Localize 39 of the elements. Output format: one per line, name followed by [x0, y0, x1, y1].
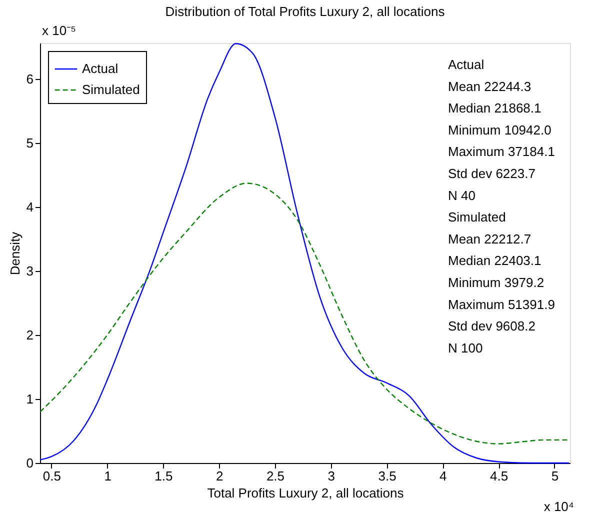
x-axis-title: Total Profits Luxury 2, all locations [207, 486, 404, 500]
annotation: Minimum 10942.0 [448, 122, 552, 138]
y-tick-label: 6 [26, 71, 34, 86]
x-tick-label: 0.5 [42, 468, 61, 484]
legend-label: Simulated [82, 82, 140, 97]
legend-label: Actual [82, 61, 118, 76]
x-tick-label: 2.5 [266, 468, 285, 484]
annotation: Std dev 9608.2 [448, 318, 536, 334]
y-tick-label: 3 [26, 263, 34, 278]
chart-title: Distribution of Total Profits Luxury 2, all locations [165, 4, 446, 19]
x-tick-label: 5 [551, 468, 559, 484]
x-tick-label: 2 [216, 468, 224, 484]
x-tick-label: 4.5 [490, 468, 508, 484]
y-tick-label: 2 [26, 327, 34, 342]
y-tick-label: 1 [26, 391, 34, 406]
annotation: Mean 22244.3 [448, 78, 532, 94]
annotation: Maximum 51391.9 [448, 296, 555, 312]
annotation: Simulated [448, 210, 506, 225]
x-tick-label: 3 [328, 468, 335, 484]
line-series [40, 182, 570, 444]
annotation: Median 22403.1 [448, 253, 542, 268]
x-tick-label: 4 [440, 468, 447, 484]
annotation: N 40 [448, 188, 476, 203]
annotation: Median 21868.1 [448, 100, 542, 116]
text: x 10⁻⁵ [42, 23, 76, 38]
y-tick-label: 5 [26, 135, 34, 150]
x-tick-label: 3.5 [378, 468, 396, 484]
text: x 10⁴ [544, 499, 574, 514]
y-axis-title: Density [7, 231, 22, 276]
annotation: Maximum 37184.1 [448, 144, 555, 160]
y-tick-label: 0 [26, 456, 34, 470]
annotation: N 100 [448, 340, 483, 356]
annotation: Actual [448, 57, 484, 72]
x-tick-label: 1 [104, 468, 112, 484]
y-tick-label: 4 [26, 199, 34, 214]
annotation: Std dev 6223.7 [448, 166, 536, 181]
annotation: Minimum 3979.2 [448, 275, 544, 290]
x-tick-label: 1.5 [154, 468, 173, 484]
annotation: Mean 22212.7 [448, 231, 532, 246]
